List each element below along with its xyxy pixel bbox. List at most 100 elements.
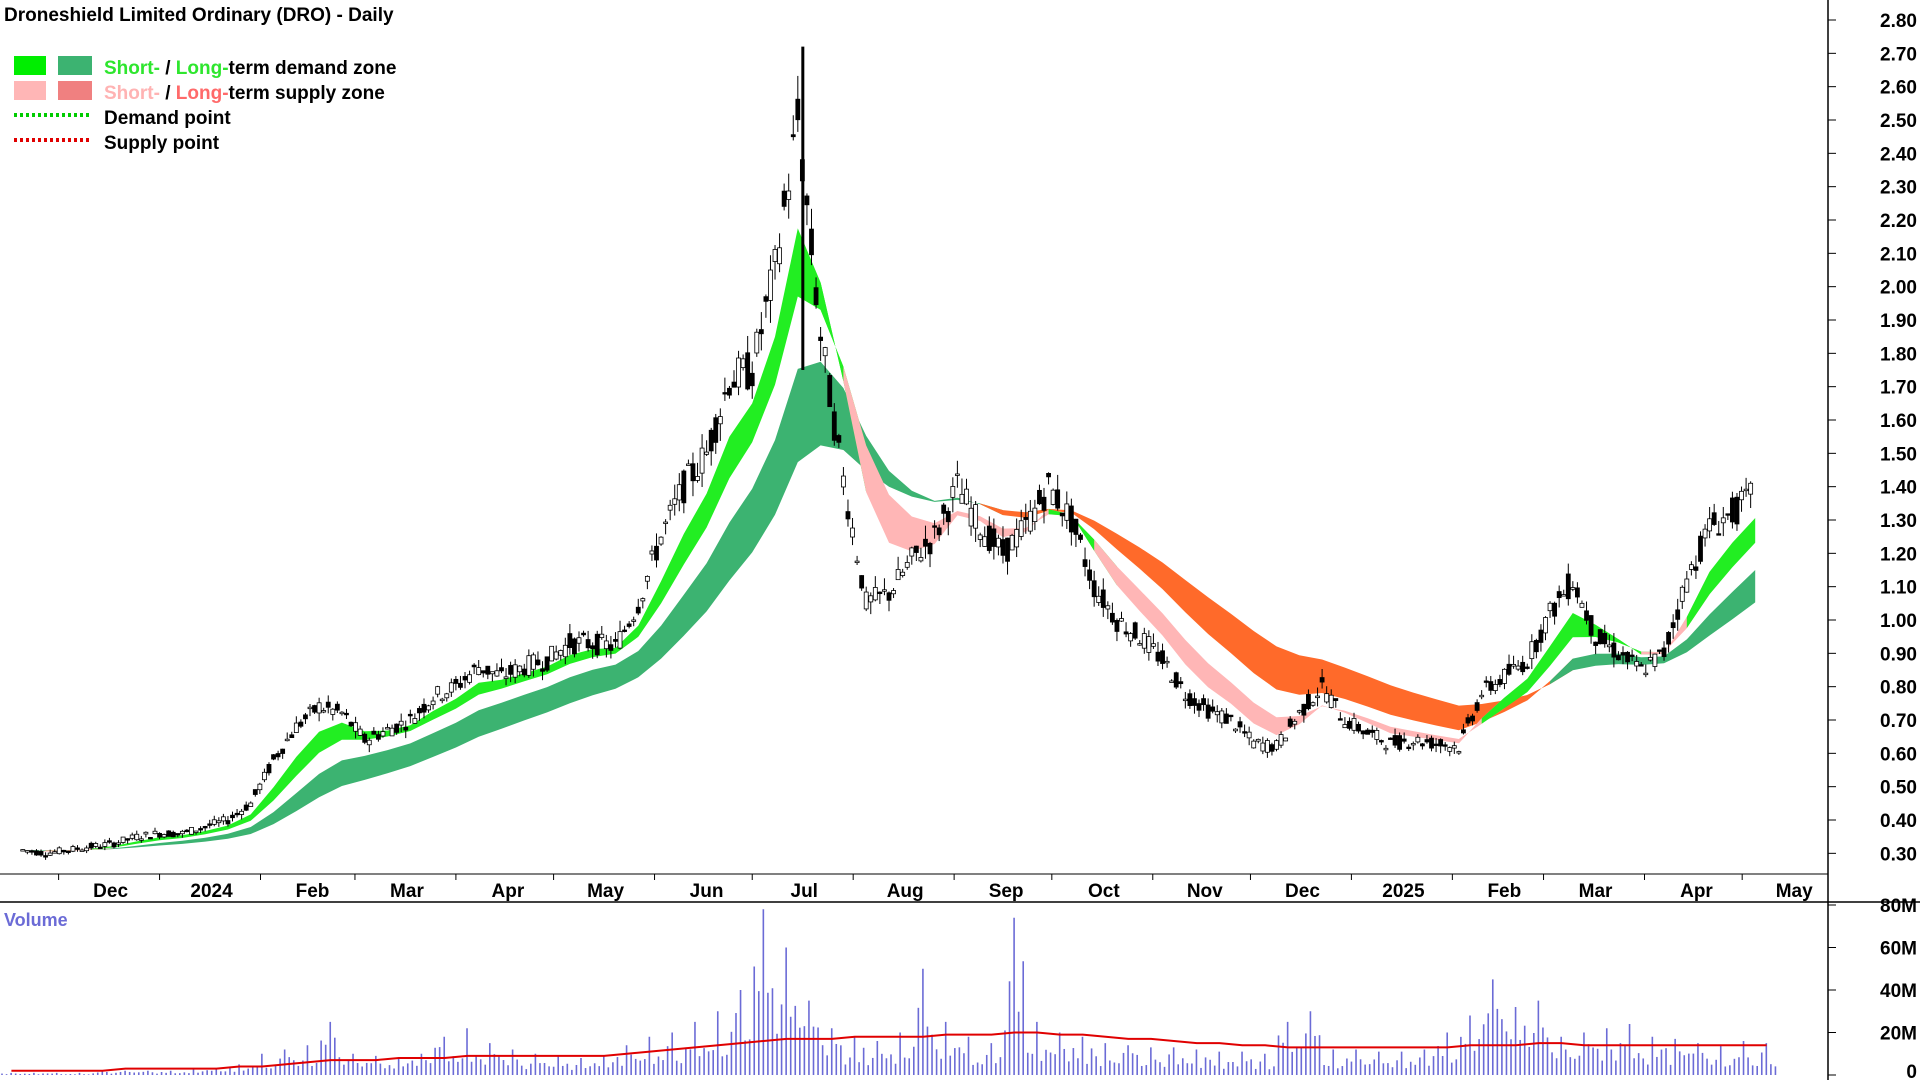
candle-body	[1693, 566, 1699, 571]
candle-body	[945, 511, 951, 523]
legend-label-part: Demand point	[104, 108, 231, 129]
candle-body	[47, 852, 53, 856]
candle-body	[959, 493, 965, 504]
chart-title: Droneshield Limited Ordinary (DRO) - Dai…	[4, 5, 394, 26]
candle-body	[635, 606, 641, 614]
candle-body	[1556, 591, 1562, 599]
price-tick-label: 2.00	[1880, 278, 1917, 299]
candle-body	[1009, 534, 1015, 551]
candle-body	[827, 375, 833, 408]
candle-body	[626, 623, 632, 627]
price-tick-label: 1.20	[1880, 544, 1917, 565]
candle-body	[1547, 602, 1553, 612]
candle-body	[1027, 510, 1033, 532]
candle-body	[1233, 728, 1238, 732]
candle-body	[1196, 703, 1202, 711]
candle-body	[836, 435, 842, 443]
candle-body	[1552, 602, 1558, 617]
candle-body	[1497, 679, 1503, 685]
candle-body	[1720, 517, 1726, 524]
x-tick-label: Mar	[390, 881, 424, 902]
candle-body	[412, 718, 418, 724]
candle-body	[1182, 698, 1188, 702]
candle-body	[1529, 641, 1535, 660]
candle-body	[84, 847, 90, 852]
candle-body	[398, 720, 404, 726]
candle-body	[1347, 720, 1352, 729]
legend-swatch-long	[58, 81, 92, 100]
candle-body	[1606, 644, 1612, 648]
candle-body	[1661, 647, 1667, 657]
volume-tick-label: 60M	[1880, 939, 1917, 960]
candle-body	[1315, 695, 1320, 699]
candle-body	[658, 536, 664, 545]
candle-body	[1420, 743, 1425, 747]
candle-body	[1438, 739, 1444, 747]
candle-body	[134, 833, 140, 841]
candle-body	[1401, 738, 1407, 742]
candle-body	[1657, 649, 1662, 652]
candle-body	[503, 676, 509, 679]
candle-body	[1702, 528, 1708, 539]
candle-body	[189, 826, 194, 835]
candle-body	[927, 542, 933, 555]
candle-body	[1442, 744, 1448, 747]
candle-body	[138, 838, 144, 841]
candle-body	[348, 721, 354, 727]
candle-body	[380, 731, 386, 737]
candle-body	[1264, 740, 1270, 753]
short-term-zone	[1686, 518, 1756, 629]
candle-body	[1643, 672, 1649, 676]
legend-label-part: /	[160, 58, 176, 79]
candle-body	[29, 850, 35, 853]
candle-body	[166, 830, 172, 837]
price-tick-label: 2.60	[1880, 78, 1917, 99]
candle-body	[763, 296, 769, 302]
price-tick-label: 2.70	[1880, 44, 1917, 65]
candle-body	[129, 834, 135, 839]
candle-body	[1164, 660, 1170, 664]
candle-body	[75, 847, 80, 850]
candle-body	[553, 651, 559, 660]
candle-body	[1306, 694, 1311, 710]
candle-body	[1666, 632, 1671, 645]
candle-body	[1684, 578, 1690, 593]
candle-body	[1652, 653, 1658, 667]
candle-body	[234, 812, 240, 816]
candle-body	[102, 842, 108, 847]
candle-body	[1292, 720, 1298, 725]
candle-body	[841, 475, 846, 488]
candle-body	[1369, 729, 1375, 733]
price-tick-label: 2.10	[1880, 244, 1917, 265]
candle-body	[293, 722, 299, 733]
candle-body	[900, 571, 906, 576]
candle-body	[1100, 589, 1106, 608]
candle-body	[1123, 631, 1129, 635]
candle-body	[603, 640, 609, 650]
candle-body	[786, 190, 792, 200]
candle-body	[307, 706, 313, 710]
candle-body	[1447, 747, 1453, 752]
candle-body	[772, 249, 778, 262]
candle-body	[1570, 587, 1576, 590]
candle-body	[107, 840, 112, 843]
long-term-zone	[980, 503, 1551, 731]
candle-body	[1533, 640, 1539, 653]
candle-body	[982, 536, 988, 547]
candle-body	[1333, 698, 1339, 701]
candle-body	[731, 381, 737, 388]
x-tick-label: 2024	[190, 881, 233, 902]
candle-body	[1160, 650, 1165, 664]
candle-body	[1201, 698, 1206, 706]
candle-body	[202, 826, 208, 829]
candle-body	[494, 670, 500, 677]
price-tick-label: 1.50	[1880, 444, 1917, 465]
candle-body	[1187, 693, 1193, 706]
candle-body	[1155, 651, 1161, 662]
candle-body	[804, 195, 810, 206]
candle-body	[1739, 490, 1744, 501]
candle-body	[1041, 496, 1047, 511]
candle-body	[366, 739, 372, 746]
price-tick-label: 1.00	[1880, 611, 1917, 632]
